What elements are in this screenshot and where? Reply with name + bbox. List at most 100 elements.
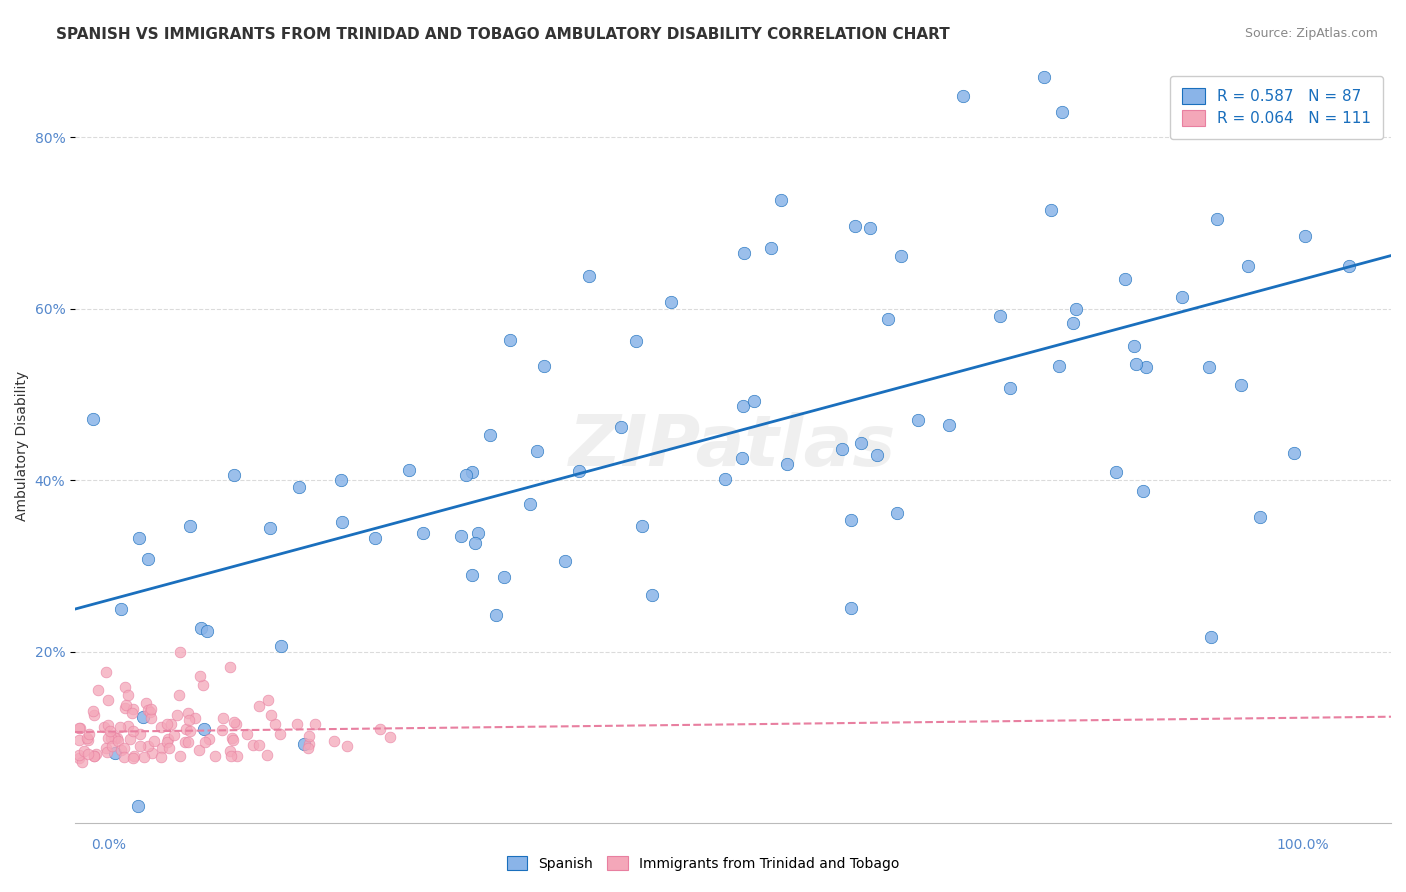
Point	[270, 639, 292, 653]
Point	[97, 717, 120, 731]
Point	[886, 506, 908, 520]
Point	[77, 747, 100, 762]
Point	[733, 245, 755, 260]
Point	[110, 601, 132, 615]
Point	[132, 749, 155, 764]
Point	[219, 660, 242, 674]
Point	[378, 730, 401, 744]
Point	[128, 532, 150, 546]
Point	[759, 242, 782, 256]
Point	[844, 219, 866, 233]
Point	[713, 472, 735, 486]
Point	[1201, 631, 1223, 645]
Point	[115, 698, 138, 713]
Point	[141, 702, 163, 716]
Point	[156, 735, 179, 749]
Point	[225, 717, 247, 731]
Point	[129, 727, 152, 741]
Point	[659, 294, 682, 309]
Point	[368, 723, 391, 737]
Point	[298, 738, 321, 752]
Point	[136, 551, 159, 566]
Point	[222, 732, 245, 747]
Point	[485, 607, 508, 622]
Point	[107, 734, 129, 748]
Text: 0.0%: 0.0%	[91, 838, 127, 852]
Point	[769, 194, 792, 208]
Point	[890, 249, 912, 263]
Point	[101, 739, 124, 753]
Point	[1294, 228, 1316, 243]
Point	[776, 457, 799, 471]
Point	[112, 740, 135, 755]
Point	[173, 735, 195, 749]
Point	[578, 268, 600, 283]
Point	[412, 525, 434, 540]
Point	[98, 724, 121, 739]
Point	[247, 698, 270, 713]
Point	[226, 748, 249, 763]
Point	[952, 88, 974, 103]
Point	[733, 399, 755, 413]
Point	[84, 747, 107, 762]
Point	[1198, 359, 1220, 374]
Point	[149, 720, 172, 734]
Point	[156, 717, 179, 731]
Point	[212, 711, 235, 725]
Point	[121, 706, 143, 721]
Point	[269, 726, 291, 740]
Point	[141, 746, 163, 760]
Point	[211, 723, 233, 737]
Point	[398, 463, 420, 477]
Point	[136, 739, 159, 753]
Point	[157, 731, 180, 746]
Point	[82, 411, 104, 425]
Point	[83, 749, 105, 764]
Point	[1229, 378, 1251, 392]
Point	[998, 381, 1021, 395]
Point	[219, 748, 242, 763]
Point	[160, 717, 183, 731]
Point	[135, 696, 157, 710]
Point	[336, 739, 359, 754]
Point	[177, 734, 200, 748]
Point	[120, 732, 142, 747]
Point	[67, 747, 90, 762]
Point	[235, 727, 257, 741]
Point	[83, 748, 105, 763]
Point	[1114, 272, 1136, 286]
Point	[167, 688, 190, 702]
Point	[467, 526, 489, 541]
Point	[304, 717, 326, 731]
Point	[97, 731, 120, 746]
Point	[121, 702, 143, 716]
Point	[259, 521, 281, 535]
Point	[1047, 359, 1070, 373]
Point	[136, 703, 159, 717]
Point	[839, 601, 862, 615]
Point	[162, 728, 184, 742]
Point	[139, 710, 162, 724]
Point	[1237, 260, 1260, 274]
Point	[1171, 290, 1194, 304]
Point	[1105, 465, 1128, 479]
Point	[492, 570, 515, 584]
Point	[179, 518, 201, 533]
Point	[132, 710, 155, 724]
Point	[187, 743, 209, 757]
Point	[330, 473, 353, 487]
Point	[104, 746, 127, 760]
Point	[150, 740, 173, 755]
Point	[103, 730, 125, 744]
Point	[1282, 446, 1305, 460]
Point	[297, 740, 319, 755]
Point	[1205, 212, 1227, 227]
Point	[323, 734, 346, 748]
Point	[567, 464, 589, 478]
Point	[264, 717, 287, 731]
Point	[110, 743, 132, 757]
Point	[454, 468, 477, 483]
Point	[1040, 203, 1063, 218]
Point	[142, 733, 165, 747]
Y-axis label: Ambulatory Disability: Ambulatory Disability	[15, 371, 30, 521]
